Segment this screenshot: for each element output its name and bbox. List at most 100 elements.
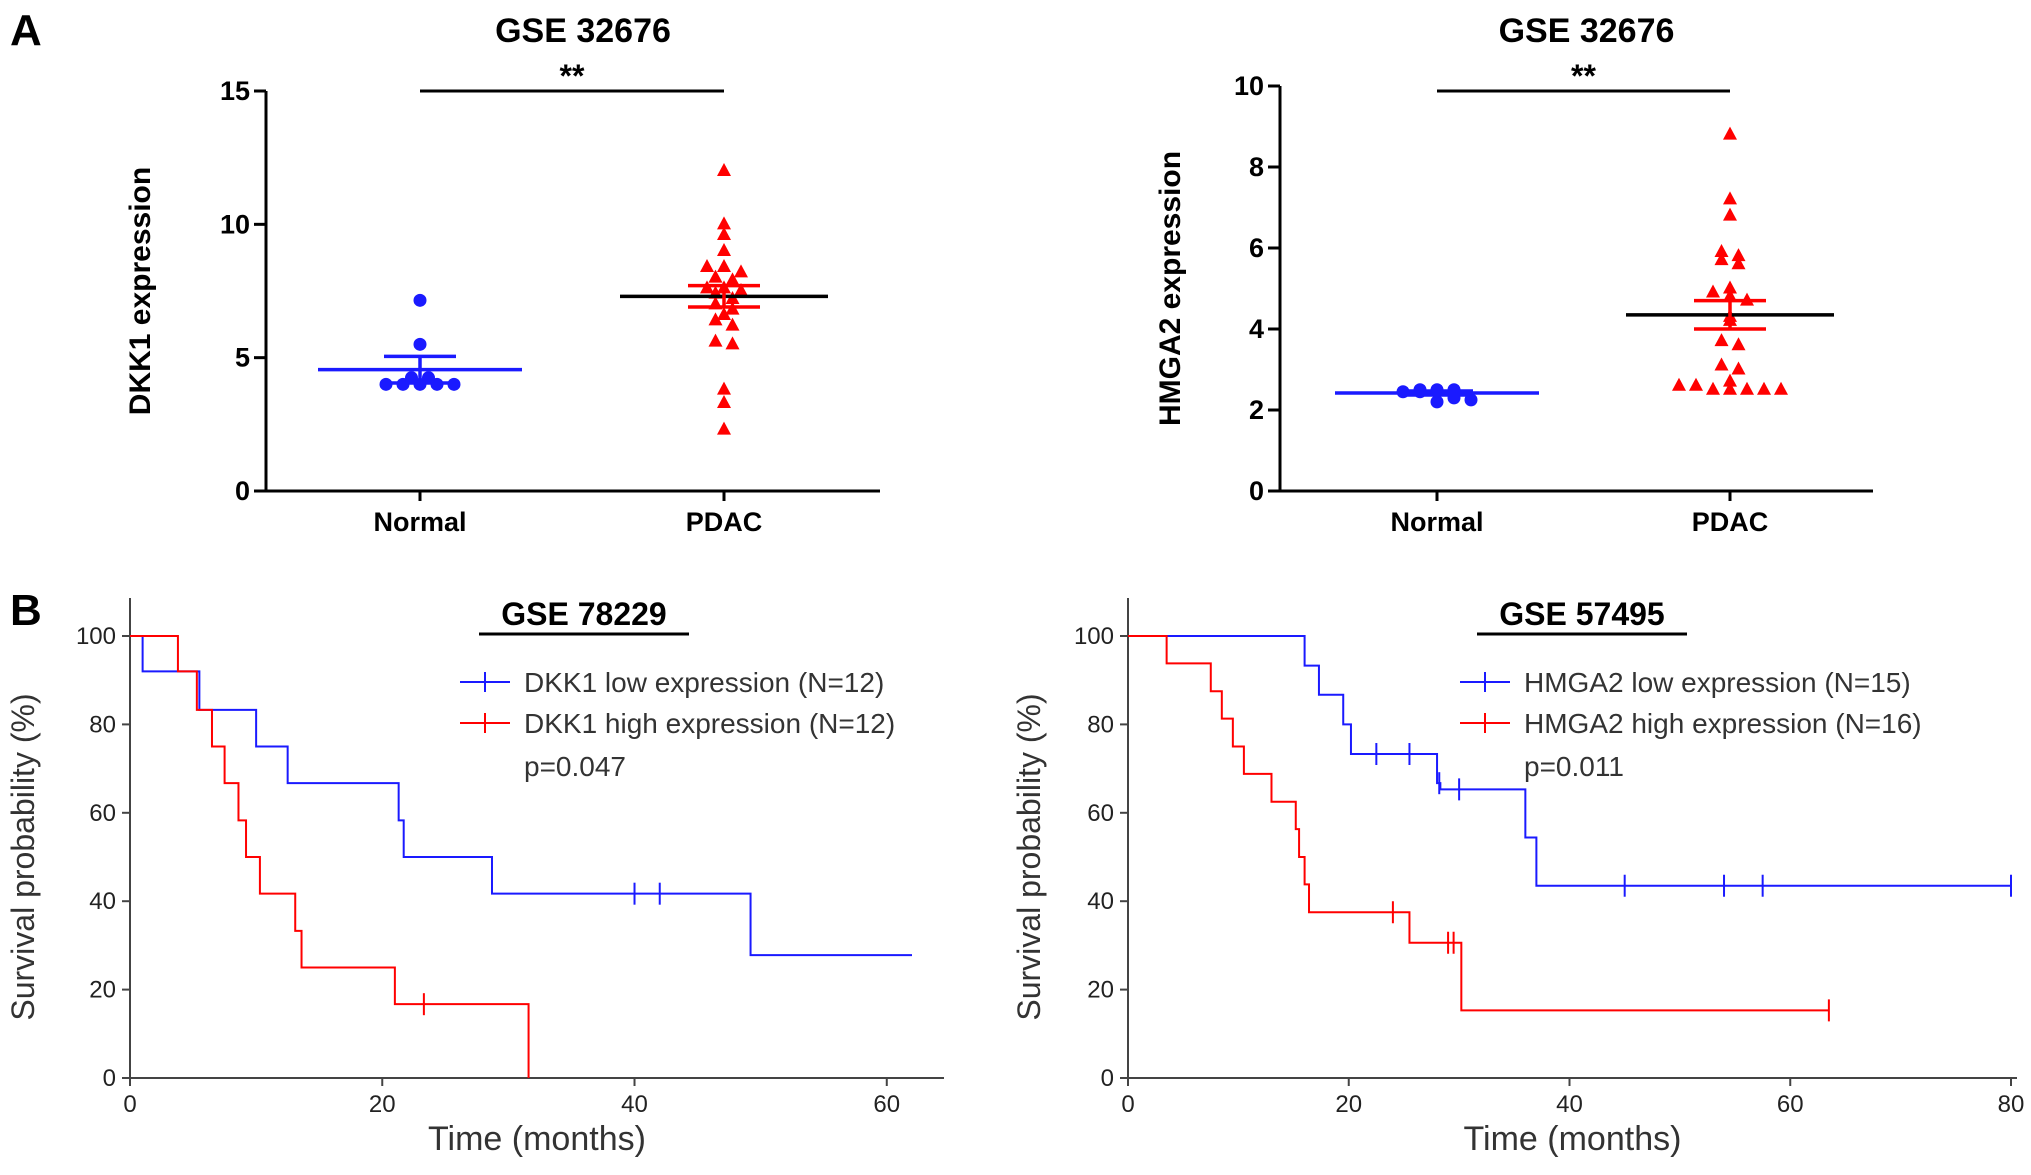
data-point	[413, 293, 427, 307]
x-tick-label: 0	[123, 1091, 136, 1118]
data-point	[1672, 377, 1686, 391]
p-value: p=0.011	[1524, 751, 1624, 782]
y-tick-label: 10	[1234, 71, 1264, 101]
y-tick-label: 80	[89, 711, 116, 738]
data-point	[700, 259, 714, 272]
data-point	[1689, 377, 1703, 391]
y-tick-label: 100	[1074, 623, 1114, 650]
data-point	[717, 395, 731, 408]
data-point	[1706, 284, 1720, 298]
y-tick-label: 5	[235, 343, 250, 373]
data-point	[717, 307, 731, 320]
data-point	[1731, 256, 1746, 270]
x-tick-label: 40	[621, 1091, 648, 1118]
y-axis-label: DKK1 expression	[124, 167, 157, 415]
x-axis-label: Time (months)	[428, 1120, 646, 1158]
data-point	[1714, 252, 1729, 266]
panel-label-a: A	[10, 6, 42, 55]
data-point	[422, 371, 435, 385]
data-point	[1757, 381, 1771, 395]
data-point	[717, 259, 731, 272]
y-axis-label: Survival probability (%)	[1011, 693, 1047, 1020]
legend-label: DKK1 high expression (N=12)	[524, 708, 895, 739]
data-point	[1706, 381, 1720, 395]
y-tick-label: 20	[1087, 977, 1114, 1004]
data-point	[405, 371, 418, 385]
y-axis-label: HMGA2 expression	[1154, 151, 1187, 426]
chart-title: GSE 57495	[1499, 596, 1664, 632]
y-axis-label: Survival probability (%)	[5, 693, 41, 1020]
x-tick-label: 40	[1556, 1091, 1583, 1118]
data-point	[734, 283, 748, 296]
data-point	[1723, 280, 1737, 294]
y-tick-label: 8	[1249, 152, 1264, 182]
hmga2-dotplot: GSE 32676 ** 0 2 4 6 8 10 HMGA2 expression Normal…	[1154, 12, 1873, 537]
data-point	[717, 381, 731, 395]
data-point	[717, 163, 731, 176]
y-tick-label: 2	[1249, 395, 1264, 425]
data-point	[1731, 337, 1746, 351]
significance-label: **	[560, 58, 585, 94]
data-point	[1740, 381, 1754, 395]
data-point	[1731, 248, 1746, 262]
x-tick-label: PDAC	[1692, 507, 1769, 537]
y-tick-label: 20	[89, 977, 116, 1004]
chart-title: GSE 78229	[501, 596, 666, 632]
data-point	[1714, 357, 1729, 371]
chart-title: GSE 32676	[495, 12, 671, 50]
data-point	[708, 312, 723, 326]
data-point	[1723, 381, 1737, 395]
data-point	[725, 336, 740, 350]
y-tick-label: 60	[89, 800, 116, 827]
data-point	[708, 269, 723, 283]
p-value: p=0.047	[524, 751, 626, 782]
legend-label: HMGA2 high expression (N=16)	[1524, 708, 1922, 739]
data-point	[708, 333, 723, 347]
y-tick-label: 15	[220, 76, 250, 106]
legend-label: HMGA2 low expression (N=15)	[1524, 667, 1911, 698]
y-tick-label: 0	[235, 476, 250, 506]
data-point	[1430, 395, 1444, 409]
y-tick-label: 0	[1101, 1065, 1114, 1092]
x-tick-label: Normal	[1390, 507, 1483, 537]
data-point	[1723, 207, 1737, 221]
survival-curve	[1128, 635, 2011, 887]
y-tick-label: 4	[1249, 314, 1264, 344]
panel-label-b: B	[10, 586, 42, 635]
data-point	[734, 264, 748, 278]
x-tick-label: 80	[1998, 1091, 2025, 1118]
data-point	[717, 421, 731, 435]
data-point	[1723, 373, 1737, 387]
y-tick-label: 80	[1087, 711, 1114, 738]
y-tick-label: 6	[1249, 233, 1264, 263]
data-point	[725, 272, 740, 286]
y-tick-label: 0	[1249, 476, 1264, 506]
data-point	[1723, 126, 1737, 140]
data-point	[413, 337, 427, 351]
x-tick-label: 60	[873, 1091, 900, 1118]
chart-title: GSE 32676	[1499, 12, 1675, 50]
y-tick-label: 60	[1087, 800, 1114, 827]
data-point	[1714, 333, 1729, 347]
hmga2-survival-plot: 0 20 40 60 80 100 0 20 40 60 80 Time (months) Surviv…	[1011, 596, 2024, 1158]
data-point	[717, 227, 731, 240]
x-tick-label: 20	[1335, 1091, 1362, 1118]
y-tick-label: 40	[89, 888, 116, 915]
x-tick-label: 0	[1121, 1091, 1134, 1118]
y-tick-label: 40	[1087, 888, 1114, 915]
dkk1-survival-plot: 0 20 40 60 80 100 0 20 40 60 Time (months) Survival…	[5, 596, 944, 1158]
data-point	[725, 317, 740, 331]
survival-curve	[130, 635, 530, 1078]
x-tick-label: 60	[1777, 1091, 1804, 1118]
data-point	[1731, 361, 1746, 375]
x-tick-label: Normal	[373, 507, 466, 537]
legend-label: DKK1 low expression (N=12)	[524, 667, 884, 698]
x-tick-label: PDAC	[686, 507, 763, 537]
data-point	[1714, 244, 1729, 258]
x-tick-label: 20	[369, 1091, 396, 1118]
data-point	[1774, 381, 1788, 395]
y-tick-label: 0	[103, 1065, 116, 1092]
x-axis-label: Time (months)	[1464, 1120, 1682, 1158]
significance-label: **	[1571, 58, 1596, 94]
